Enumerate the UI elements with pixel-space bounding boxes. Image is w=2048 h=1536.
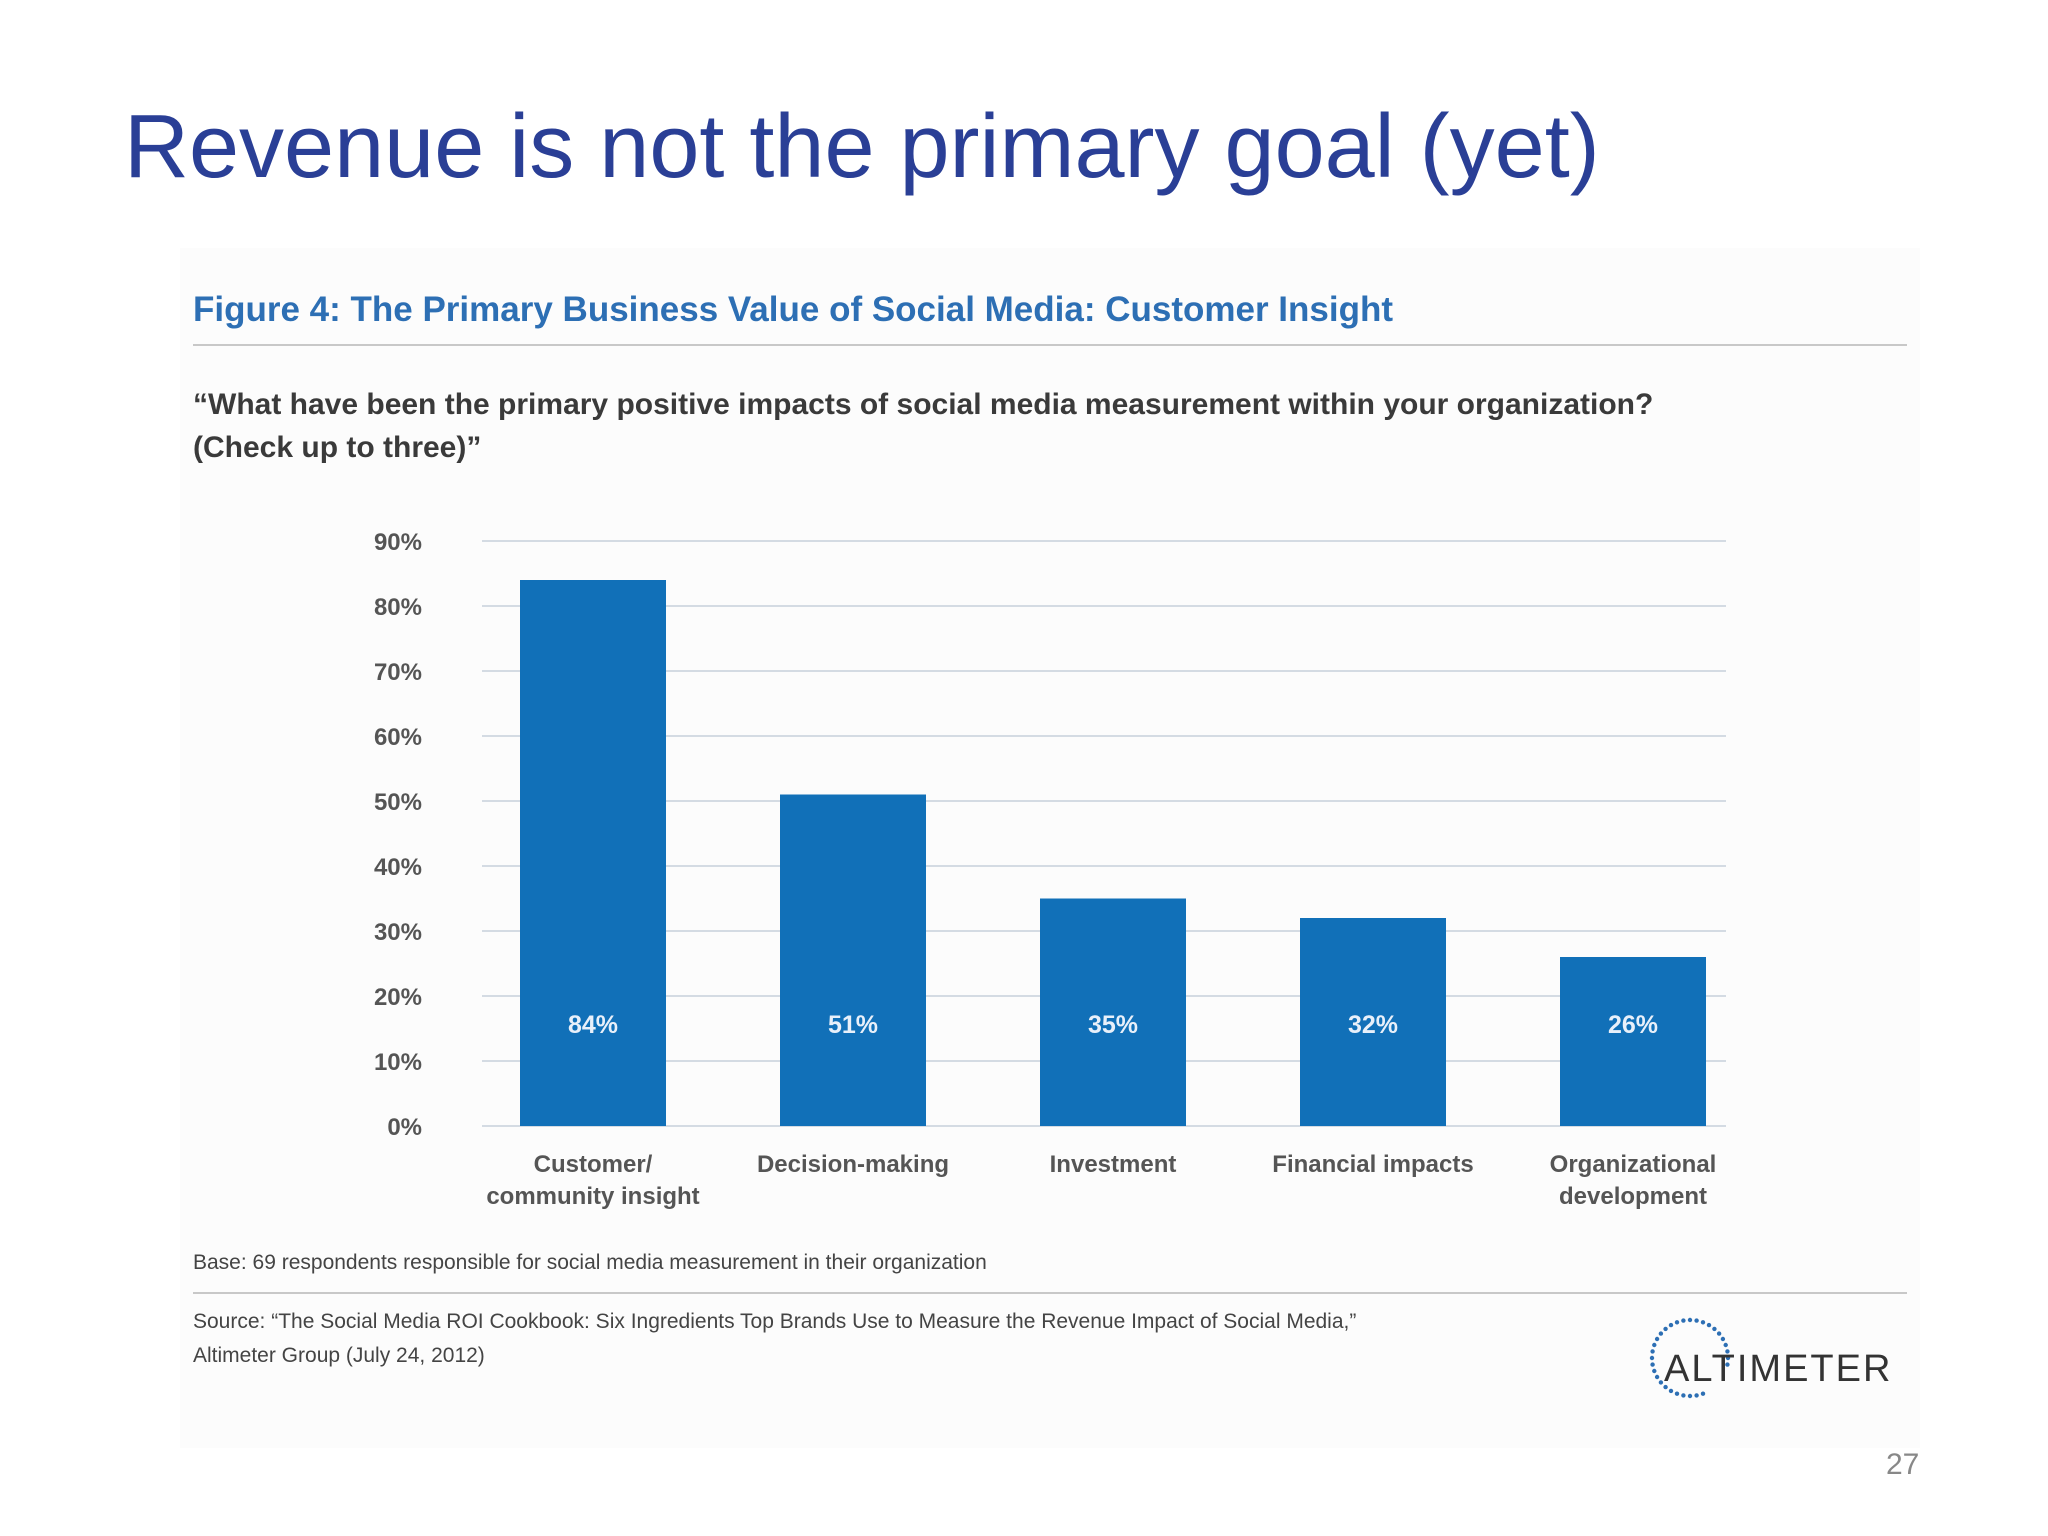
logo-dot bbox=[1650, 1349, 1655, 1354]
source-line-1: Source: “The Social Media ROI Cookbook: … bbox=[193, 1310, 1357, 1333]
logo-dot bbox=[1725, 1362, 1730, 1367]
bar bbox=[780, 794, 926, 1126]
bar-value-label: 26% bbox=[1608, 1011, 1658, 1039]
bar-value-label: 32% bbox=[1348, 1011, 1398, 1039]
logo-dot bbox=[1674, 1391, 1680, 1396]
logo-dot bbox=[1716, 1331, 1722, 1336]
logo-dot bbox=[1668, 1322, 1674, 1328]
logo-dot bbox=[1725, 1355, 1731, 1361]
base-note: Base: 69 respondents responsible for soc… bbox=[193, 1251, 987, 1274]
bar bbox=[1560, 957, 1706, 1126]
logo-dot bbox=[1681, 1393, 1686, 1398]
y-tick-label: 10% bbox=[374, 1049, 422, 1076]
source-line-2: Altimeter Group (July 24, 2012) bbox=[193, 1344, 485, 1367]
logo-dot bbox=[1654, 1336, 1660, 1342]
logo-dot bbox=[1658, 1331, 1664, 1336]
logo-dot bbox=[1649, 1355, 1655, 1361]
logo-dot bbox=[1668, 1388, 1674, 1394]
logo-dot bbox=[1650, 1362, 1655, 1367]
page-number: 27 bbox=[1886, 1448, 1920, 1481]
x-category-label: Investment bbox=[1050, 1151, 1177, 1178]
logo-dot bbox=[1694, 1393, 1699, 1398]
logo-dot bbox=[1694, 1318, 1699, 1323]
figure-title: Figure 4: The Primary Business Value of … bbox=[193, 290, 1394, 329]
altimeter-logo: ALTIMETER bbox=[1640, 1308, 1910, 1408]
y-tick-label: 30% bbox=[374, 919, 422, 946]
y-tick-label: 50% bbox=[374, 789, 422, 816]
survey-question: “What have been the primary positive imp… bbox=[193, 383, 1893, 469]
bar-value-label: 35% bbox=[1088, 1011, 1138, 1039]
bar-value-label: 51% bbox=[828, 1011, 878, 1039]
logo-dot bbox=[1706, 1322, 1712, 1328]
y-tick-label: 60% bbox=[374, 724, 422, 751]
logo-dot bbox=[1658, 1380, 1664, 1385]
logo-dot bbox=[1674, 1320, 1680, 1325]
x-category-label: Financial impacts bbox=[1272, 1151, 1473, 1178]
x-category-label: development bbox=[1559, 1183, 1707, 1210]
logo-text: ALTIMETER bbox=[1664, 1348, 1893, 1390]
bar-chart: 0% 10% 20% 30% 40% 50% 60% 70% 80% 90% 84% Customer… bbox=[374, 529, 1726, 1210]
bar bbox=[1040, 898, 1186, 1126]
logo-dot bbox=[1681, 1318, 1686, 1323]
y-tick-label: 70% bbox=[374, 659, 422, 686]
survey-question-line-2: (Check up to three)” bbox=[193, 431, 482, 464]
logo-dots-icon bbox=[1649, 1317, 1731, 1399]
logo-dot bbox=[1654, 1374, 1660, 1380]
y-tick-label: 40% bbox=[374, 854, 422, 881]
logo-dot bbox=[1687, 1317, 1693, 1323]
logo-dot bbox=[1663, 1384, 1668, 1390]
y-tick-label: 0% bbox=[387, 1114, 422, 1141]
slide-title: Revenue is not the primary goal (yet) bbox=[124, 97, 1600, 197]
y-tick-label: 20% bbox=[374, 984, 422, 1011]
bar bbox=[520, 580, 666, 1126]
logo-dot bbox=[1687, 1393, 1693, 1399]
logo-dot bbox=[1725, 1349, 1730, 1354]
source-note: Source: “The Social Media ROI Cookbook: … bbox=[193, 1305, 1356, 1373]
bar-value-label: 84% bbox=[568, 1011, 618, 1039]
x-category-label: Organizational bbox=[1550, 1151, 1717, 1178]
survey-question-line-1: “What have been the primary positive imp… bbox=[193, 388, 1654, 421]
logo-dot bbox=[1700, 1320, 1706, 1325]
bar bbox=[1300, 918, 1446, 1126]
source-divider bbox=[193, 1292, 1907, 1294]
x-category-label: Decision-making bbox=[757, 1151, 949, 1178]
logo-dot bbox=[1663, 1326, 1668, 1332]
y-tick-label: 90% bbox=[374, 529, 422, 556]
x-category-label: Customer/ bbox=[534, 1151, 653, 1178]
title-divider bbox=[193, 344, 1907, 346]
logo-dot bbox=[1720, 1336, 1726, 1342]
logo-dot bbox=[1723, 1342, 1728, 1348]
logo-dot bbox=[1652, 1368, 1657, 1374]
y-tick-label: 80% bbox=[374, 594, 422, 621]
x-category-label: community insight bbox=[486, 1183, 699, 1210]
figure-panel: Figure 4: The Primary Business Value of … bbox=[180, 248, 1920, 1448]
logo-dot bbox=[1700, 1391, 1706, 1396]
logo-dot bbox=[1652, 1342, 1657, 1348]
logo-dot bbox=[1712, 1326, 1717, 1332]
